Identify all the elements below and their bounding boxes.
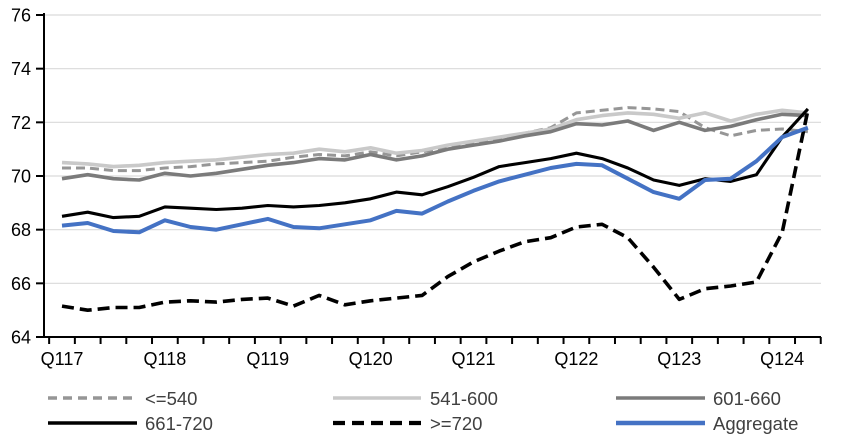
svg-text:Q117: Q117	[41, 349, 84, 369]
svg-text:Q124: Q124	[760, 349, 804, 369]
svg-text:70: 70	[11, 167, 31, 187]
svg-text:Q123: Q123	[657, 349, 701, 369]
legend-label-aggregate: Aggregate	[713, 413, 798, 434]
svg-text:Q122: Q122	[554, 349, 598, 369]
svg-text:68: 68	[11, 220, 31, 240]
svg-text:64: 64	[11, 328, 31, 348]
legend-label-661-720: 661-720	[145, 413, 213, 434]
legend-label-541-600: 541-600	[430, 388, 498, 409]
legend-label-601-660: 601-660	[713, 388, 781, 409]
svg-text:76: 76	[11, 6, 31, 26]
svg-text:Q118: Q118	[144, 349, 187, 369]
legend-label-ge720: >=720	[430, 413, 482, 434]
svg-text:72: 72	[11, 113, 31, 133]
svg-text:74: 74	[11, 59, 31, 79]
plot-area: 64 66 68 70 72 74 76 Q117 Q118 Q119 Q120 Q121 Q122 Q1…	[11, 6, 822, 369]
svg-text:66: 66	[11, 274, 31, 294]
svg-text:Q121: Q121	[451, 349, 495, 369]
svg-text:Q119: Q119	[246, 349, 289, 369]
legend: <=540 541-600 601-660 661-720 >=720 Aggr…	[48, 388, 798, 434]
legend-label-le540: <=540	[145, 388, 197, 409]
svg-text:Q120: Q120	[349, 349, 393, 369]
